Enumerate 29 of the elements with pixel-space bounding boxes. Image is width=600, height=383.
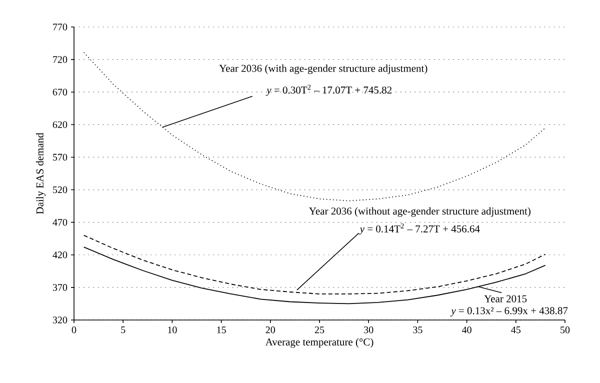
x-tick-label: 30 [364, 326, 374, 334]
y-tick-label: 320 [52, 316, 68, 324]
x-tick-label: 25 [314, 326, 324, 334]
x-tick-label: 50 [560, 326, 570, 334]
y-tick-label: 720 [53, 56, 68, 63]
y-tick-label: 520 [53, 186, 68, 194]
annotation: y = 0.30T$^{2}$ – 17.07T + 745.82 [266, 84, 392, 96]
annotation: Year 2036 (with age-gender structure adjustment) [219, 64, 428, 74]
y-tick-label: 670 [52, 88, 68, 96]
x-tick-label: 40 [462, 326, 472, 334]
y-tick-label: 420 [52, 252, 68, 258]
y-tick-label: 370 [52, 284, 68, 291]
annotation: Year 2036 (without age-gender structure adjustment) [309, 207, 530, 217]
x-tick-label: 10 [168, 326, 177, 334]
x-tick-label: 45 [511, 326, 521, 334]
x-tick-label: 35 [413, 326, 422, 334]
x-tick-label: 15 [217, 326, 226, 334]
y-tick-label: 570 [53, 154, 68, 161]
annotation: Year 2015 [484, 295, 527, 302]
x-tick-label: 0 [72, 326, 76, 334]
y-tick-label: 770 [53, 24, 68, 30]
y-tick-label: 470 [52, 218, 68, 226]
annotation: y = 0.13x² – 6.99x + 438.87 [450, 307, 568, 316]
y-tick-label: 620 [52, 121, 68, 128]
y-axis-title: Daily EAS demand [36, 132, 46, 214]
x-tick-label: 5 [121, 326, 126, 334]
x-tick-label: 20 [266, 326, 276, 334]
x-axis-title: Average temperature (°C) [265, 338, 374, 348]
annotation: y = 0.14T$^{2}$ – 7.27T + 456.64 [358, 223, 480, 235]
